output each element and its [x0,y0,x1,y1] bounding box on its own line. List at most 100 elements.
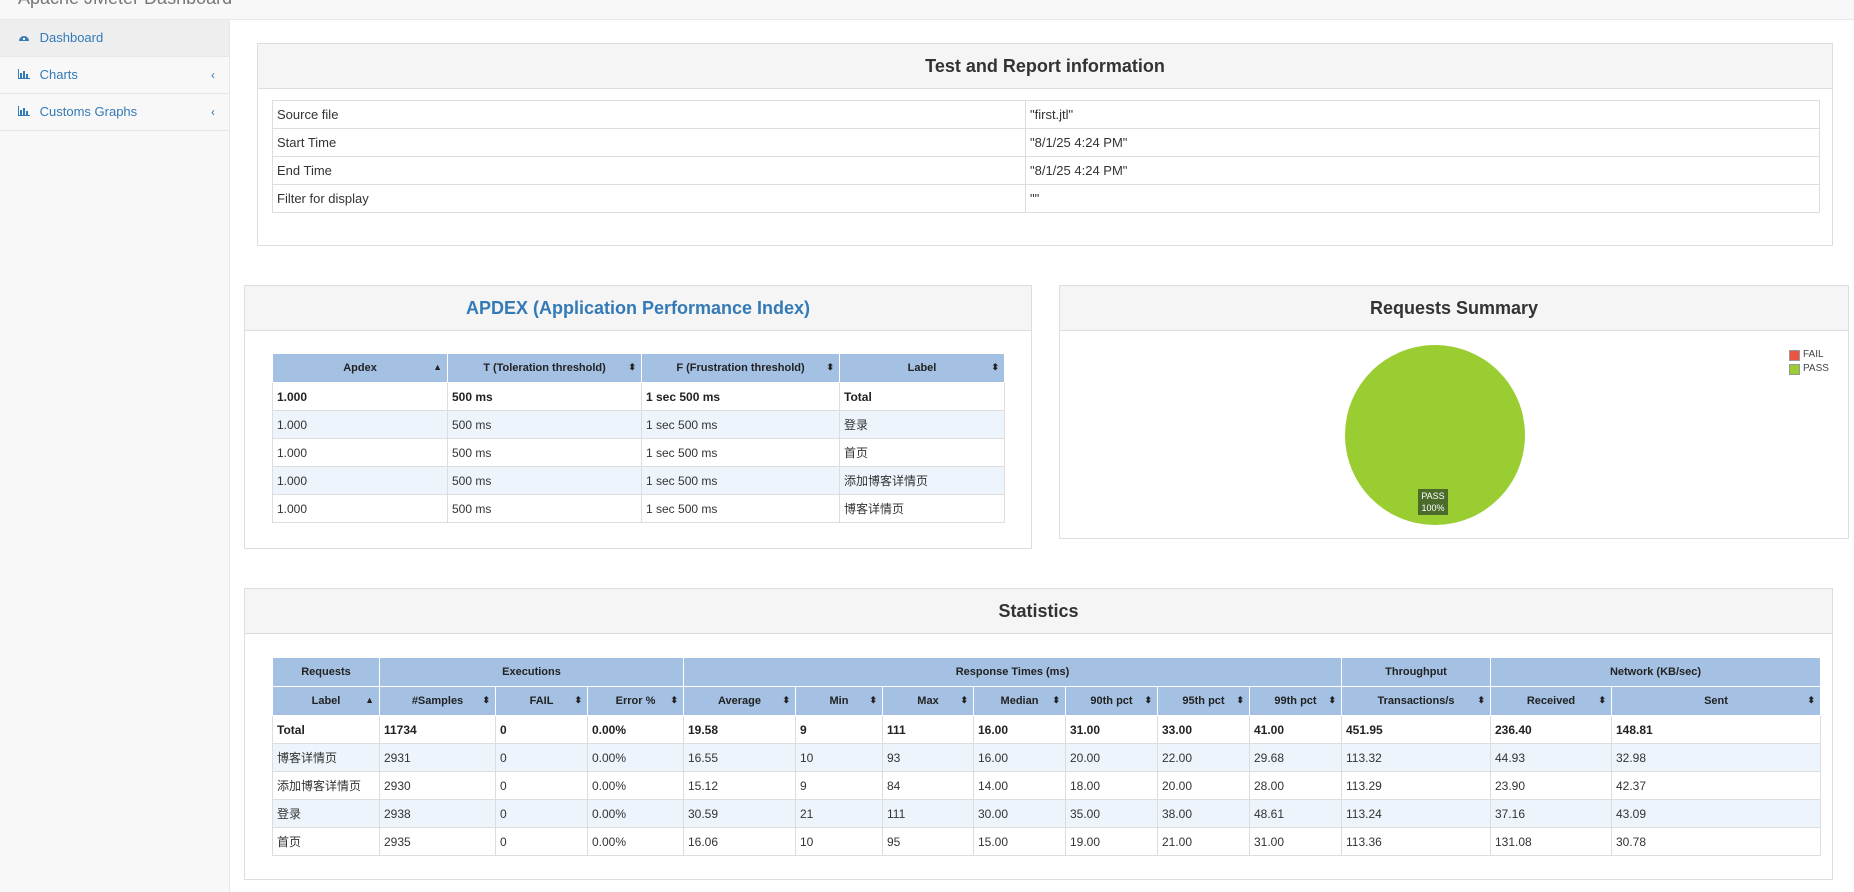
cell: 236.40 [1490,715,1612,744]
cell: 44.93 [1490,743,1612,772]
table-row: 博客详情页 2931 0 0.00% 16.55 10 93 16.00 20.00 22.00 2… [272,743,1821,772]
cell: 1 sec 500 ms [641,494,840,523]
cell: 首页 [272,827,380,856]
cell: 148.81 [1611,715,1821,744]
column-header-transactions[interactable]: Transactions/s ⬍ [1341,686,1491,716]
column-header-sent[interactable]: Sent ⬍ [1611,686,1821,716]
panel-title[interactable]: APDEX (Application Performance Index) [245,286,1031,331]
sort-icon: ⬍ [670,695,678,705]
group-header-network: Network (KB/sec) [1490,657,1821,687]
cell: 113.29 [1341,771,1491,800]
cell: 1 sec 500 ms [641,410,840,439]
info-key: End Time [272,156,1026,185]
cell: 登录 [839,410,1005,439]
cell: 2930 [379,771,496,800]
legend-label: FAIL [1803,349,1824,360]
cell: 16.06 [683,827,796,856]
chevron-left-icon[interactable]: ‹ [211,105,215,119]
cell: 500 ms [447,410,642,439]
cell: 1.000 [272,466,448,495]
cell: 10 [795,827,883,856]
column-header-received[interactable]: Received ⬍ [1490,686,1612,716]
apdex-table: Apdex ▲ T (Toleration threshold) ⬍ F (Frus… [272,353,1005,523]
column-header-max[interactable]: Max ⬍ [882,686,974,716]
table-row: 1.000 500 ms 1 sec 500 ms 首页 [272,438,1005,467]
app-title[interactable]: Apache JMeter Dashboard [18,0,232,9]
cell: 1 sec 500 ms [641,438,840,467]
dashboard-icon [18,20,32,56]
table-group-header-row: Requests Executions Response Times (ms) … [272,657,1821,687]
sort-icon: ⬍ [1598,695,1606,705]
sort-icon: ⬍ [1328,695,1336,705]
cell: 38.00 [1157,799,1250,828]
table-row: 1.000 500 ms 1 sec 500 ms 登录 [272,410,1005,439]
cell: 500 ms [447,382,642,411]
cell: 111 [882,715,974,744]
column-header-fail[interactable]: FAIL ⬍ [495,686,588,716]
sort-asc-icon: ▲ [433,362,442,372]
sort-icon: ⬍ [1807,695,1815,705]
sort-icon: ⬍ [574,695,582,705]
cell: 0.00% [587,771,684,800]
table-row: 1.000 500 ms 1 sec 500 ms 添加博客详情页 [272,466,1005,495]
column-header-label[interactable]: Label ⬍ [839,353,1005,383]
cell: 首页 [839,438,1005,467]
cell: 32.98 [1611,743,1821,772]
pie-slice-pass[interactable] [1345,345,1525,525]
chevron-left-icon[interactable]: ‹ [211,68,215,82]
sort-icon: ⬍ [482,695,490,705]
info-value: "" [1025,184,1820,213]
legend-item-pass[interactable]: PASS [1789,362,1829,376]
column-header-99th[interactable]: 99th pct ⬍ [1249,686,1342,716]
info-key: Source file [272,100,1026,129]
table-row: 1.000 500 ms 1 sec 500 ms Total [272,382,1005,411]
column-header-samples[interactable]: #Samples ⬍ [379,686,496,716]
column-header-median[interactable]: Median ⬍ [973,686,1066,716]
info-value: "first.jtl" [1025,100,1820,129]
cell: 21.00 [1157,827,1250,856]
column-header-min[interactable]: Min ⬍ [795,686,883,716]
sidebar-item-dashboard[interactable]: Dashboard [0,20,229,57]
cell: 33.00 [1157,715,1250,744]
sidebar-item-label: Charts [39,67,78,82]
sort-icon: ⬍ [869,695,877,705]
cell: 0.00% [587,799,684,828]
sidebar-item-label: Dashboard [39,30,104,45]
cell: 0 [495,743,588,772]
cell: 博客详情页 [839,494,1005,523]
pie-legend: FAIL PASS [1789,348,1829,376]
cell: 31.00 [1065,715,1158,744]
panel-title: Statistics [245,589,1832,634]
info-value: "8/1/25 4:24 PM" [1025,156,1820,185]
test-report-panel: Test and Report information Source file … [257,43,1833,246]
cell: 31.00 [1249,827,1342,856]
cell: 23.90 [1490,771,1612,800]
column-header-label[interactable]: Label ▲ [272,686,380,716]
panel-title: Requests Summary [1060,286,1848,331]
sort-asc-icon: ▲ [365,695,374,705]
cell: 博客详情页 [272,743,380,772]
table-row: Filter for display "" [272,184,1820,213]
column-header-apdex[interactable]: Apdex ▲ [272,353,448,383]
sidebar-item-customs-graphs[interactable]: Customs Graphs ‹ [0,94,229,131]
column-header-f[interactable]: F (Frustration threshold) ⬍ [641,353,840,383]
column-header-error-pct[interactable]: Error % ⬍ [587,686,684,716]
group-header-response-times: Response Times (ms) [683,657,1342,687]
cell: 15.12 [683,771,796,800]
cell: Total [839,382,1005,411]
legend-item-fail[interactable]: FAIL [1789,348,1829,362]
cell: 0 [495,715,588,744]
sidebar-item-charts[interactable]: Charts ‹ [0,57,229,94]
table-row: 添加博客详情页 2930 0 0.00% 15.12 9 84 14.00 18.00 20.00… [272,771,1821,800]
cell: 93 [882,743,974,772]
sort-icon: ⬍ [1477,695,1485,705]
column-header-90th[interactable]: 90th pct ⬍ [1065,686,1158,716]
cell: 500 ms [447,438,642,467]
cell: 22.00 [1157,743,1250,772]
column-header-t[interactable]: T (Toleration threshold) ⬍ [447,353,642,383]
cell: 48.61 [1249,799,1342,828]
cell: 1.000 [272,438,448,467]
column-header-average[interactable]: Average ⬍ [683,686,796,716]
cell: 16.55 [683,743,796,772]
column-header-95th[interactable]: 95th pct ⬍ [1157,686,1250,716]
